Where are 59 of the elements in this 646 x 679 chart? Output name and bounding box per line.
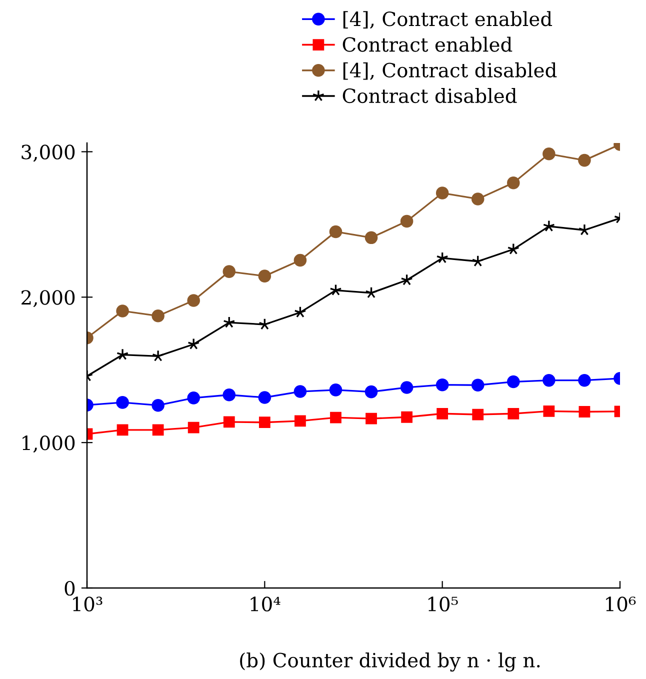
point bbox=[436, 408, 448, 420]
point bbox=[542, 220, 556, 232]
point bbox=[507, 375, 520, 388]
point bbox=[294, 415, 306, 427]
point bbox=[400, 381, 414, 394]
point bbox=[400, 214, 414, 228]
point bbox=[329, 384, 342, 396]
point bbox=[578, 374, 591, 387]
text: (b) Counter divided by n · lg n. bbox=[240, 652, 540, 672]
point bbox=[401, 411, 412, 423]
point bbox=[222, 265, 236, 278]
point bbox=[543, 405, 555, 417]
point bbox=[187, 294, 200, 307]
point bbox=[578, 224, 591, 236]
point bbox=[436, 378, 449, 392]
point bbox=[471, 192, 484, 206]
point bbox=[152, 310, 164, 322]
point bbox=[507, 176, 520, 190]
y-tick-label: 3,000 bbox=[22, 144, 75, 162]
point bbox=[294, 254, 307, 267]
legend-label: [4], Contract disabled bbox=[343, 62, 557, 80]
point bbox=[187, 392, 200, 404]
point bbox=[223, 416, 235, 428]
point bbox=[436, 186, 449, 200]
point bbox=[364, 231, 378, 244]
point bbox=[188, 422, 200, 434]
point bbox=[508, 408, 520, 420]
point bbox=[116, 424, 128, 436]
point bbox=[472, 408, 484, 420]
point bbox=[542, 148, 556, 160]
point bbox=[471, 378, 484, 392]
point bbox=[366, 412, 377, 424]
y-tick-label: 0 bbox=[64, 580, 75, 596]
legend-label: Contract disabled bbox=[342, 88, 517, 104]
point bbox=[222, 388, 236, 402]
point bbox=[258, 416, 270, 428]
point bbox=[294, 385, 307, 398]
legend-label: [4], Contract enabled bbox=[343, 11, 552, 29]
y-tick-label: 2,000 bbox=[22, 290, 75, 308]
x-tick-label: 10³ bbox=[73, 596, 102, 612]
point bbox=[116, 396, 129, 409]
point bbox=[258, 391, 272, 404]
point bbox=[152, 424, 164, 436]
point bbox=[152, 398, 164, 412]
point bbox=[578, 154, 591, 167]
point bbox=[258, 270, 272, 282]
point bbox=[152, 350, 164, 362]
point bbox=[578, 406, 590, 418]
x-tick-label: 10⁴ bbox=[250, 596, 280, 612]
legend-label: Contract enabled bbox=[342, 36, 512, 52]
point bbox=[329, 225, 342, 238]
point bbox=[330, 412, 342, 424]
x-tick-label: 10⁵ bbox=[428, 596, 458, 612]
point bbox=[116, 304, 129, 318]
point bbox=[542, 374, 556, 387]
y-tick-label: 1,000 bbox=[22, 436, 75, 453]
x-tick-label: 10⁶ bbox=[606, 596, 636, 612]
point bbox=[364, 385, 378, 398]
point bbox=[116, 348, 129, 360]
